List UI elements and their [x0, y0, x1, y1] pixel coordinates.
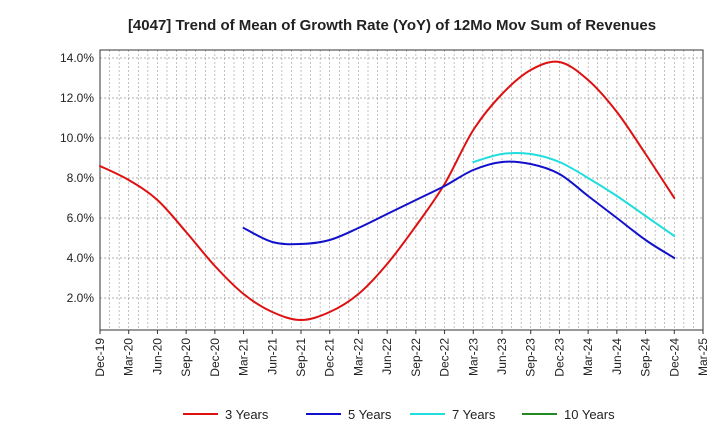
y-tick-label: 8.0% — [67, 171, 95, 185]
y-tick-label: 14.0% — [60, 51, 94, 65]
series-lines — [99, 60, 676, 321]
plot-area-border — [99, 49, 704, 331]
x-tick-label: Mar-24 — [581, 338, 595, 376]
x-tick-label: Mar-25 — [696, 338, 710, 376]
legend: 3 Years 5 Years 7 Years 10 Years — [183, 407, 615, 422]
x-tick-label: Dec-20 — [208, 338, 222, 377]
x-tick-label: Dec-19 — [93, 338, 107, 377]
x-tick-label: Dec-22 — [438, 338, 452, 377]
series-line-7-years — [472, 152, 676, 237]
x-tick-label: Jun-21 — [265, 338, 279, 375]
x-tick-label: Mar-20 — [122, 338, 136, 376]
x-tick-label: Mar-21 — [237, 338, 251, 376]
x-tick-label: Mar-22 — [351, 338, 365, 376]
x-tick-label: Jun-20 — [150, 338, 164, 375]
legend-label-5-years: 5 Years — [348, 407, 392, 422]
y-tick-label: 12.0% — [60, 91, 94, 105]
legend-label-7-years: 7 Years — [452, 407, 496, 422]
legend-label-3-years: 3 Years — [225, 407, 269, 422]
x-tick-label: Dec-21 — [323, 338, 337, 377]
y-tick-label: 6.0% — [67, 211, 95, 225]
x-tick-label: Jun-22 — [380, 338, 394, 375]
series-line-3-years — [99, 60, 676, 321]
grid-lines — [99, 50, 704, 330]
x-tick-label: Jun-23 — [495, 338, 509, 375]
x-tick-label: Sep-24 — [639, 338, 653, 377]
x-tick-label: Sep-23 — [524, 338, 538, 377]
legend-label-10-years: 10 Years — [564, 407, 615, 422]
x-tick-label: Dec-24 — [667, 338, 681, 377]
x-tick-label: Dec-23 — [552, 338, 566, 377]
x-tick-label: Sep-21 — [294, 338, 308, 377]
chart-title: [4047] Trend of Mean of Growth Rate (YoY… — [128, 17, 656, 34]
x-tick-label: Jun-24 — [610, 338, 624, 375]
x-axis: Dec-19 Mar-20 Jun-20 Sep-20 Dec-20 Mar-21 Jun-… — [93, 330, 710, 377]
series-line-5-years — [242, 160, 676, 259]
x-tick-label: Sep-22 — [409, 338, 423, 377]
y-tick-label: 4.0% — [67, 251, 95, 265]
y-tick-label: 10.0% — [60, 131, 94, 145]
x-tick-label: Sep-20 — [179, 338, 193, 377]
x-tick-label: Mar-23 — [466, 338, 480, 376]
y-tick-label: 2.0% — [67, 291, 95, 305]
y-axis: 2.0% 4.0% 6.0% 8.0% 10.0% 12.0% 14.0% — [60, 51, 94, 305]
